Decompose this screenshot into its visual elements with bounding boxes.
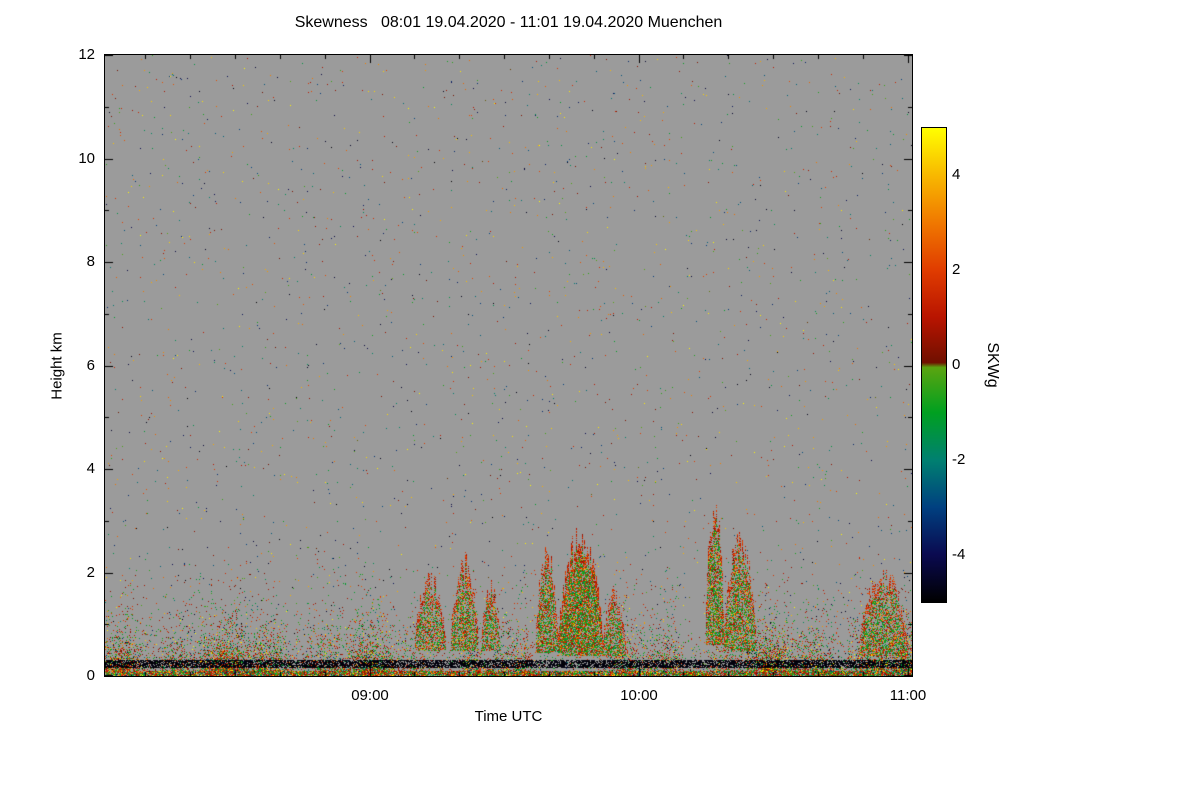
colorbar-tick-label: 4 (952, 166, 961, 183)
colorbar-gradient (922, 128, 946, 602)
x-tick-label: 10:00 (620, 687, 658, 704)
colorbar-tick-label: 2 (952, 261, 961, 278)
y-tick-label: 4 (86, 460, 95, 477)
y-tick-label: 0 (86, 667, 95, 684)
x-axis-label: Time UTC (474, 708, 543, 725)
x-tick-label: 09:00 (351, 687, 389, 704)
y-tick-label: 2 (86, 564, 95, 581)
plot-area (104, 54, 913, 677)
chart-title: Skewness 08:01 19.04.2020 - 11:01 19.04.… (294, 14, 723, 31)
y-tick-label: 8 (86, 253, 95, 270)
y-tick-label: 12 (78, 46, 95, 63)
colorbar-tick-label: -2 (952, 451, 966, 468)
colorbar-label: SKWg (984, 342, 1001, 388)
plot-canvas (105, 55, 912, 676)
colorbar-tick-label: -4 (952, 546, 966, 563)
colorbar (921, 127, 947, 603)
x-tick-label: 11:00 (889, 687, 927, 704)
y-tick-label: 10 (78, 150, 95, 167)
colorbar-tick-label: 0 (952, 356, 961, 373)
y-tick-label: 6 (86, 357, 95, 374)
